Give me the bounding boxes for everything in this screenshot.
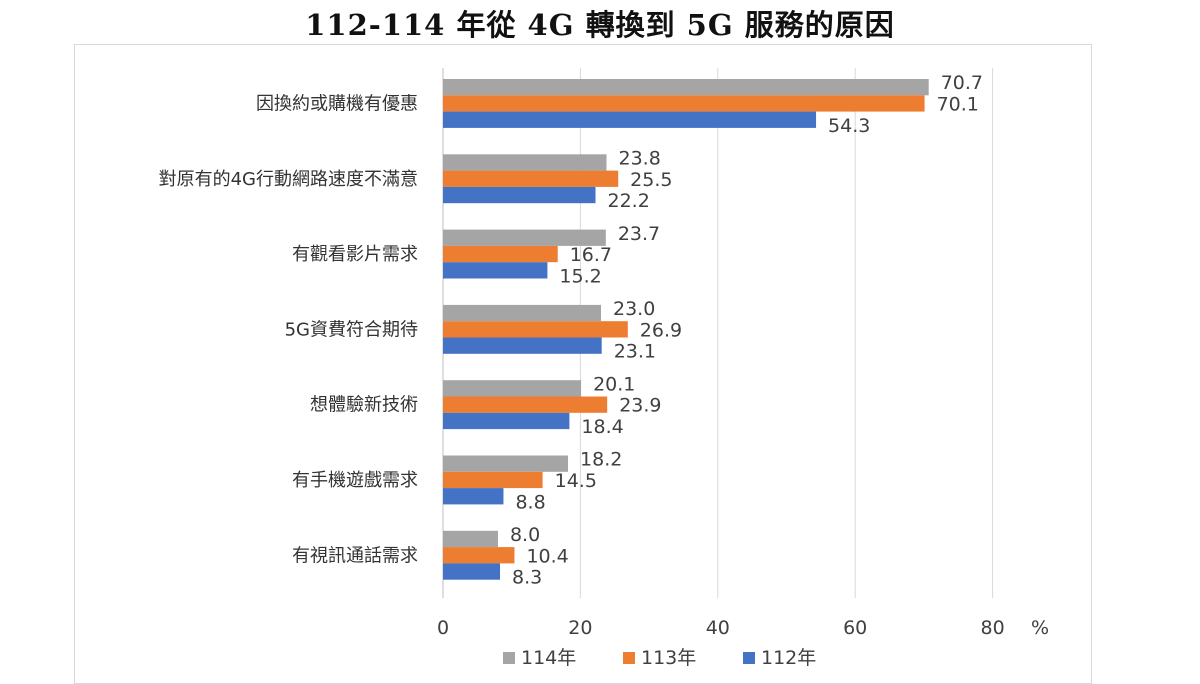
bar: [443, 170, 619, 187]
x-axis-ticks: 0 20 40 60 80%: [437, 617, 1049, 639]
x-tick-label: 0: [437, 617, 449, 639]
value-label: 10.4: [526, 545, 568, 567]
value-label: 54.3: [828, 115, 870, 137]
value-label: 25.5: [630, 169, 672, 191]
category-label: 有觀看影片需求: [292, 244, 418, 265]
bar: [443, 186, 596, 204]
bar: [443, 154, 607, 171]
bar: [443, 337, 602, 354]
x-unit-label: %: [1031, 617, 1049, 639]
value-label: 15.2: [559, 265, 601, 287]
bar: [443, 471, 543, 489]
value-label: 23.9: [619, 395, 661, 417]
x-tick-label: 40: [706, 617, 730, 639]
bar: [443, 262, 548, 279]
value-label: 23.0: [613, 298, 655, 320]
bar: [443, 396, 608, 413]
legend-label: 114年: [521, 647, 576, 669]
value-label: 18.2: [580, 449, 622, 471]
value-label: 70.7: [941, 72, 983, 94]
category-label: 因換約或購機有優惠: [256, 93, 418, 114]
bar: [443, 95, 925, 112]
bar: [443, 455, 569, 472]
value-label: 26.9: [640, 319, 682, 341]
value-label: 20.1: [593, 373, 635, 395]
value-label: 18.4: [581, 416, 623, 438]
value-label: 23.1: [614, 341, 656, 363]
bar: [443, 547, 515, 564]
value-label: 22.2: [608, 190, 650, 212]
bar: [443, 229, 606, 246]
bar: [443, 380, 582, 397]
legend-swatch: [503, 652, 515, 664]
category-label: 對原有的4G行動網路速度不滿意: [159, 169, 418, 190]
x-tick-label: 20: [568, 617, 592, 639]
value-label: 8.0: [510, 524, 540, 546]
category-label: 5G資費符合期待: [285, 319, 418, 340]
legend-label: 112年: [761, 647, 816, 669]
x-tick-label: 60: [843, 617, 867, 639]
value-label: 23.7: [618, 223, 660, 245]
bar: [443, 304, 602, 322]
value-label: 23.8: [619, 147, 661, 169]
bar: [443, 245, 558, 263]
category-label: 有視訊通話需求: [292, 545, 418, 566]
legend: 114年 113年 112年: [503, 647, 816, 669]
legend-swatch: [623, 652, 635, 664]
category-label: 有手機遊戲需求: [292, 470, 418, 491]
bar: [443, 412, 570, 430]
bars: [443, 79, 929, 580]
value-label: 70.1: [937, 93, 979, 115]
legend-label: 113年: [641, 647, 696, 669]
x-tick-label: 80: [981, 617, 1005, 639]
value-label: 16.7: [570, 244, 612, 266]
legend-swatch: [743, 652, 755, 664]
bar: [443, 563, 501, 580]
value-label: 8.3: [512, 567, 542, 589]
category-label: 想體驗新技術: [310, 395, 418, 416]
value-label: 8.8: [515, 491, 545, 513]
bar: [443, 321, 628, 338]
chart-title: 112-114 年從 4G 轉換到 5G 服務的原因: [305, 8, 895, 42]
value-labels: 70.770.1 54.3 23.825.522.2 23.7 16.715.2 23.0…: [510, 72, 983, 588]
bar: [443, 111, 817, 128]
value-label: 14.5: [555, 470, 597, 492]
bar: [443, 530, 498, 548]
bar: [443, 79, 929, 96]
bar: [443, 488, 504, 505]
